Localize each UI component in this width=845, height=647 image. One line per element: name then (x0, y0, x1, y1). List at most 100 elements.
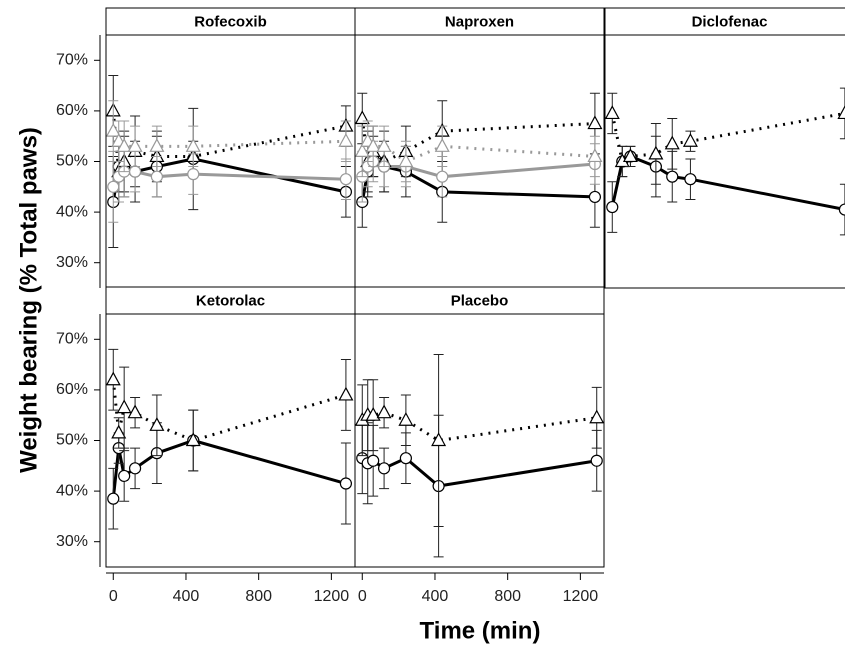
marker (398, 412, 414, 426)
marker (431, 432, 447, 447)
marker (434, 138, 450, 152)
y-axis-title: Weight bearing (% Total paws) (15, 127, 42, 473)
y-tick-label: 50% (56, 153, 88, 170)
panel-plot (355, 353, 604, 558)
panel-frame (354, 34, 605, 289)
x-tick-label: 1200 (563, 588, 599, 605)
marker (587, 115, 603, 130)
panel-plot (605, 87, 845, 236)
marker (588, 190, 602, 204)
panel-frame (604, 34, 845, 289)
marker (127, 404, 143, 419)
series-line (360, 118, 595, 167)
marker (587, 148, 603, 163)
panel-strip (604, 7, 845, 36)
panel-title: Rofecoxib (194, 13, 267, 30)
panel-plot (355, 92, 603, 228)
marker (838, 203, 845, 216)
series-line (111, 438, 347, 499)
panel-plot (106, 348, 354, 530)
marker (128, 165, 142, 178)
marker (367, 454, 380, 467)
x-tick-label: 0 (109, 588, 118, 605)
marker (127, 138, 143, 152)
panel-strip (105, 286, 356, 315)
marker (589, 409, 604, 424)
panel-title: Diclofenac (692, 13, 768, 30)
marker (107, 492, 120, 505)
series-line (610, 111, 845, 164)
marker (106, 122, 121, 137)
marker (339, 173, 353, 186)
series-line (361, 411, 597, 443)
marker (377, 462, 391, 475)
panel-title: Placebo (451, 292, 509, 309)
marker (664, 135, 680, 150)
series-line (360, 153, 595, 203)
marker (338, 386, 354, 401)
marker (149, 417, 165, 431)
x-axis-title: Time (min) (420, 617, 541, 644)
marker (622, 148, 638, 163)
x-tick-label: 800 (245, 588, 272, 605)
series-line (610, 154, 845, 212)
marker (355, 110, 370, 125)
marker (339, 477, 353, 490)
series-line (111, 130, 346, 148)
marker (684, 173, 697, 186)
marker (106, 371, 121, 386)
panel-title: Ketorolac (196, 292, 265, 309)
marker (149, 138, 165, 152)
x-tick-label: 400 (173, 588, 200, 605)
panel-frame (105, 313, 356, 568)
panel-strip (354, 7, 605, 36)
y-tick-label: 50% (56, 432, 88, 449)
y-tick-label: 30% (56, 254, 88, 271)
marker (185, 432, 201, 447)
marker (118, 469, 131, 483)
y-tick-label: 40% (56, 482, 88, 499)
marker (150, 170, 163, 183)
x-tick-label: 1200 (314, 588, 350, 605)
marker (376, 404, 392, 419)
series-line (111, 157, 347, 203)
series-line (111, 379, 347, 443)
marker (111, 424, 127, 439)
x-tick-label: 800 (494, 588, 521, 605)
marker (666, 170, 679, 183)
marker (338, 133, 354, 147)
y-tick-label: 60% (56, 102, 88, 119)
marker (107, 180, 120, 193)
y-tick-label: 70% (56, 331, 88, 348)
panel-title: Naproxen (445, 13, 514, 30)
panel-strip (354, 286, 605, 315)
x-tick-label: 0 (358, 588, 367, 605)
panel-plot (106, 74, 354, 249)
marker (185, 138, 201, 152)
marker (355, 143, 370, 157)
series-line (111, 110, 347, 177)
marker (648, 145, 664, 160)
panel-frame (105, 34, 356, 289)
marker (365, 406, 381, 421)
marker (116, 138, 132, 152)
marker (187, 168, 200, 181)
panel-frame (354, 313, 605, 568)
marker (837, 105, 845, 120)
y-tick-label: 40% (56, 203, 88, 220)
marker (399, 452, 412, 465)
marker (116, 399, 132, 414)
marker (606, 200, 619, 214)
series-line (361, 456, 597, 488)
marker (590, 454, 603, 467)
series-line (360, 138, 596, 164)
marker (128, 462, 142, 475)
marker (365, 138, 381, 152)
y-tick-label: 30% (56, 533, 88, 550)
marker (398, 153, 414, 168)
marker (682, 133, 698, 147)
marker (376, 138, 392, 152)
x-tick-label: 400 (422, 588, 449, 605)
y-tick-label: 60% (56, 381, 88, 398)
